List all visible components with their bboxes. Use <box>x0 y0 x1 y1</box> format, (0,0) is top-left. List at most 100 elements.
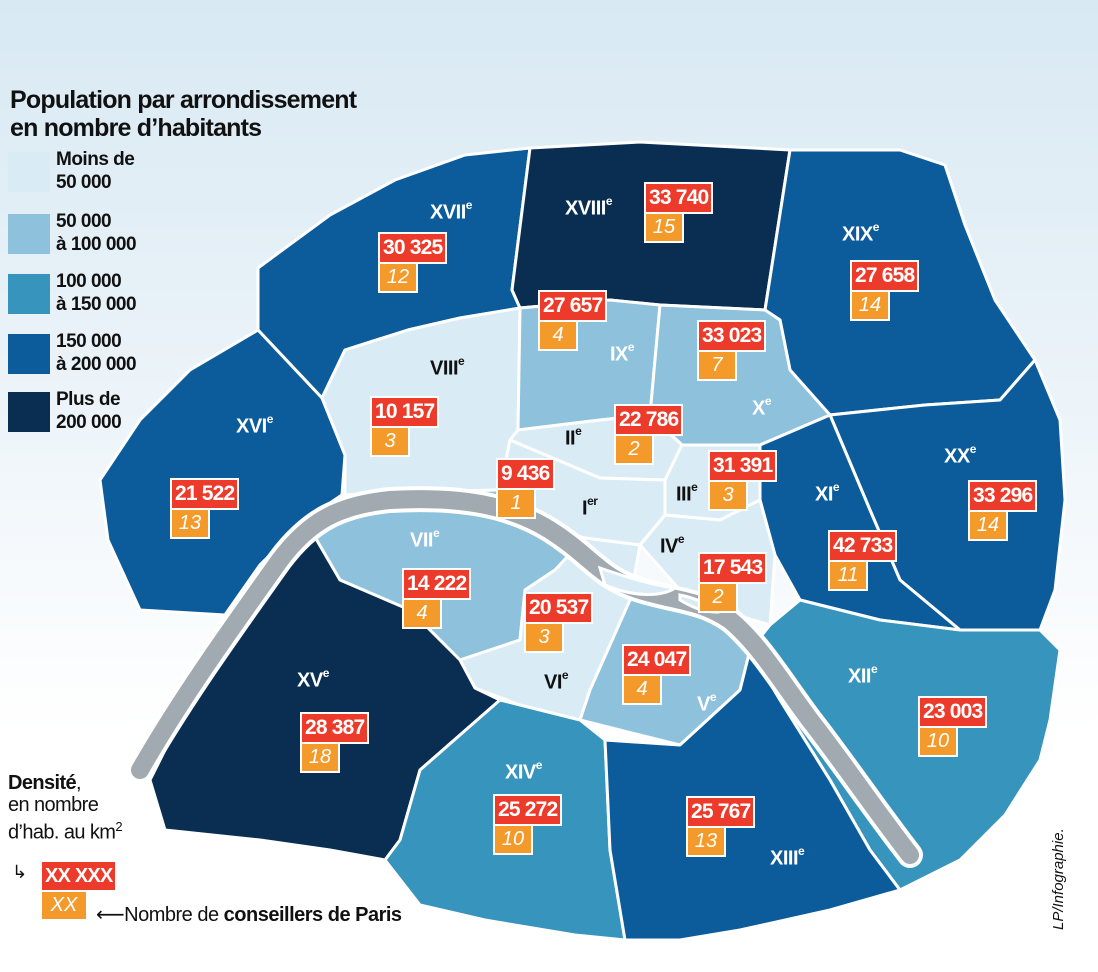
councillors-value: 14 <box>850 291 890 321</box>
density-value: 23 003 <box>918 696 988 728</box>
arr-12-badge: 23 003 10 <box>918 696 992 757</box>
arr-19-label: XIXe <box>842 220 879 246</box>
councillors-value: 7 <box>697 351 737 381</box>
legend-swatch <box>8 214 50 254</box>
density-value: 33 023 <box>697 320 767 352</box>
density-value: 25 767 <box>686 796 756 828</box>
legend-label-line2: à 100 000 <box>56 234 137 255</box>
density-value: 24 047 <box>622 644 692 676</box>
arr-20-badge: 33 296 14 <box>968 480 1042 541</box>
arr-10-label: Xe <box>752 394 772 420</box>
density-value: 9 436 <box>496 458 555 490</box>
left-arrow-icon: ⟵ <box>96 904 125 926</box>
arr-18-label: XVIIIe <box>565 194 613 220</box>
arr-6-badge: 20 537 3 <box>524 592 598 653</box>
arr-16-badge: 21 522 13 <box>170 478 244 539</box>
arr-11-label: XIe <box>815 480 840 506</box>
legend-label-line2: à 200 000 <box>56 354 137 375</box>
councillors-value: 1 <box>496 489 536 519</box>
density-legend-note: Densité, en nombre d’hab. au km2 <box>8 772 168 844</box>
arr-17-label: XVIIe <box>430 198 473 224</box>
councillors-value: 3 <box>524 623 564 653</box>
legend-label-line1: 100 000 <box>56 271 122 292</box>
density-value: 25 272 <box>493 794 563 826</box>
arr-1-badge: 9 436 1 <box>496 458 570 519</box>
density-value: 20 537 <box>524 592 594 624</box>
density-legend-badge: XX XXX XX <box>40 860 118 921</box>
density-value: 27 658 <box>850 260 920 292</box>
arr-8-label: VIIIe <box>430 354 465 380</box>
arr-6-label: VIe <box>544 668 569 694</box>
councillors-value: 14 <box>968 511 1008 541</box>
density-note-line3: d’hab. au km2 <box>8 816 168 844</box>
legend-item-150000-200000: 150 000 à 200 000 <box>8 330 188 386</box>
arr-15-badge: 28 387 18 <box>300 712 374 773</box>
councillors-value: 2 <box>698 583 738 613</box>
density-note-line3-text: d’hab. au km <box>8 821 116 844</box>
councillors-value: 13 <box>170 509 210 539</box>
density-note-bold: Densité <box>8 772 77 794</box>
legend-label-line1: Plus de <box>56 389 121 410</box>
arr-20-label: XXe <box>944 442 976 468</box>
density-value: 17 543 <box>698 552 768 584</box>
arr-8-badge: 10 157 3 <box>370 396 444 457</box>
arr-11-badge: 42 733 11 <box>828 530 902 591</box>
legend-item-100000-150000: 100 000 à 150 000 <box>8 270 188 326</box>
arr-7-label: VIIe <box>410 526 440 552</box>
legend-swatch <box>8 392 50 432</box>
arr-16-label: XVIe <box>236 412 273 438</box>
arr-15-label: XVe <box>297 666 329 692</box>
density-value: 27 657 <box>538 290 608 322</box>
councillors-value: 3 <box>708 481 748 511</box>
density-value: 33 740 <box>644 182 714 214</box>
legend-swatch <box>8 152 50 192</box>
density-note-line1: Densité, <box>8 772 168 794</box>
councillors-value: 15 <box>644 213 684 243</box>
arr-13-shape[interactable] <box>603 648 902 942</box>
arr-14-badge: 25 272 10 <box>493 794 567 855</box>
councillors-value: 4 <box>538 321 578 351</box>
councillors-value: 4 <box>622 675 662 705</box>
legend-label: Plus de 200 000 <box>56 388 196 434</box>
legend-label: 50 000 à 100 000 <box>56 210 196 256</box>
councillors-value: 12 <box>378 263 418 293</box>
arr-7-badge: 14 222 4 <box>402 568 476 629</box>
councillors-value: 3 <box>370 427 410 457</box>
councillors-value: 13 <box>686 827 726 857</box>
density-note-sup: 2 <box>115 819 122 834</box>
arr-5-badge: 24 047 4 <box>622 644 696 705</box>
arr-10-badge: 33 023 7 <box>697 320 771 381</box>
councillors-legend-value: XX <box>40 891 88 921</box>
conseillers-bold: conseillers de Paris <box>223 904 402 926</box>
arr-4-badge: 17 543 2 <box>698 552 772 613</box>
arr-3-badge: 31 391 3 <box>708 450 782 511</box>
conseillers-note: ⟵Nombre de conseillers de Paris <box>96 902 402 927</box>
density-value: 31 391 <box>708 450 778 482</box>
legend-label: Moins de 50 000 <box>56 148 196 194</box>
legend-title-line2: en nombre d’habitants <box>10 114 262 142</box>
councillors-value: 11 <box>828 561 868 591</box>
councillors-value: 10 <box>918 727 958 757</box>
density-value: 30 325 <box>378 232 448 264</box>
arr-3-label: IIIe <box>676 480 698 506</box>
ile-de-la-cite <box>597 565 680 596</box>
density-value: 33 296 <box>968 480 1038 512</box>
legend-title: Population par arrondissement en nombre … <box>10 86 430 142</box>
arr-17-badge: 30 325 12 <box>378 232 452 293</box>
arr-4-label: IVe <box>660 532 685 558</box>
legend-label: 100 000 à 150 000 <box>56 270 196 316</box>
arr-1-label: Ier <box>582 494 598 520</box>
density-value: 14 222 <box>402 568 472 600</box>
density-note-line2: en nombre <box>8 794 99 816</box>
legend-item-more-200000: Plus de 200 000 <box>8 388 188 444</box>
legend-label-line2: 200 000 <box>56 412 122 433</box>
councillors-value: 10 <box>493 825 533 855</box>
councillors-value: 18 <box>300 743 340 773</box>
legend-item-less-50000: Moins de 50 000 <box>8 148 188 204</box>
legend-label-line1: Moins de <box>56 149 135 170</box>
legend-swatch <box>8 334 50 374</box>
arr-19-badge: 27 658 14 <box>850 260 924 321</box>
legend-title-line1: Population par arrondissement <box>10 86 357 114</box>
legend-swatch <box>8 274 50 314</box>
arr-12-label: XIIe <box>848 662 878 688</box>
